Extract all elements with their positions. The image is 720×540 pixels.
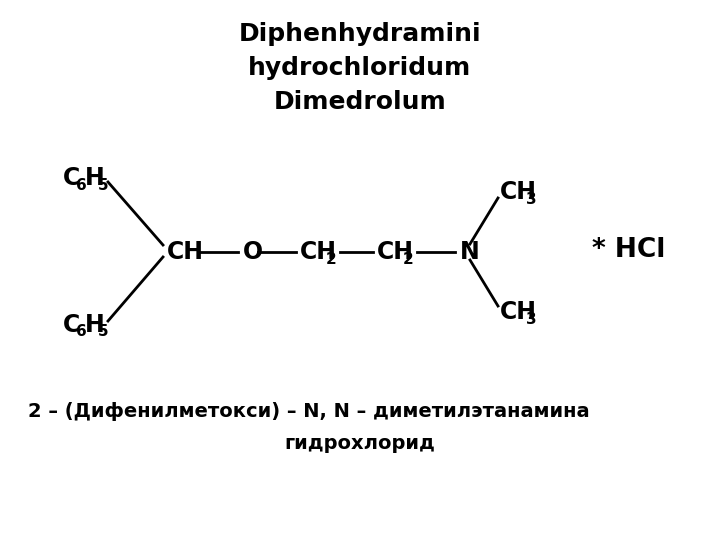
Text: O: O [243, 240, 263, 264]
Text: N: N [460, 240, 480, 264]
Text: CH: CH [500, 180, 537, 204]
Text: 3: 3 [526, 312, 536, 327]
Text: H: H [85, 313, 104, 337]
Text: 2: 2 [326, 252, 337, 267]
Text: 6: 6 [76, 325, 86, 340]
Text: Dimedrolum: Dimedrolum [274, 90, 446, 114]
Text: гидрохлорид: гидрохлорид [284, 434, 436, 453]
Text: CH: CH [167, 240, 204, 264]
Text: Diphenhydramini: Diphenhydramini [239, 22, 481, 46]
Text: C: C [63, 166, 80, 190]
Text: CH: CH [300, 240, 337, 264]
Text: CH: CH [377, 240, 414, 264]
Text: CH: CH [500, 300, 537, 324]
Text: 2: 2 [403, 252, 414, 267]
Text: 5: 5 [98, 178, 109, 192]
Text: C: C [63, 313, 80, 337]
Text: hydrochloridum: hydrochloridum [248, 56, 472, 80]
Text: 3: 3 [526, 192, 536, 206]
Text: 5: 5 [98, 325, 109, 340]
Text: 2 – (Дифенилметокси) – N, N – диметилэтанамина: 2 – (Дифенилметокси) – N, N – диметилэта… [28, 402, 590, 421]
Text: H: H [85, 166, 104, 190]
Text: 6: 6 [76, 178, 86, 192]
Text: * HCl: * HCl [592, 237, 665, 263]
